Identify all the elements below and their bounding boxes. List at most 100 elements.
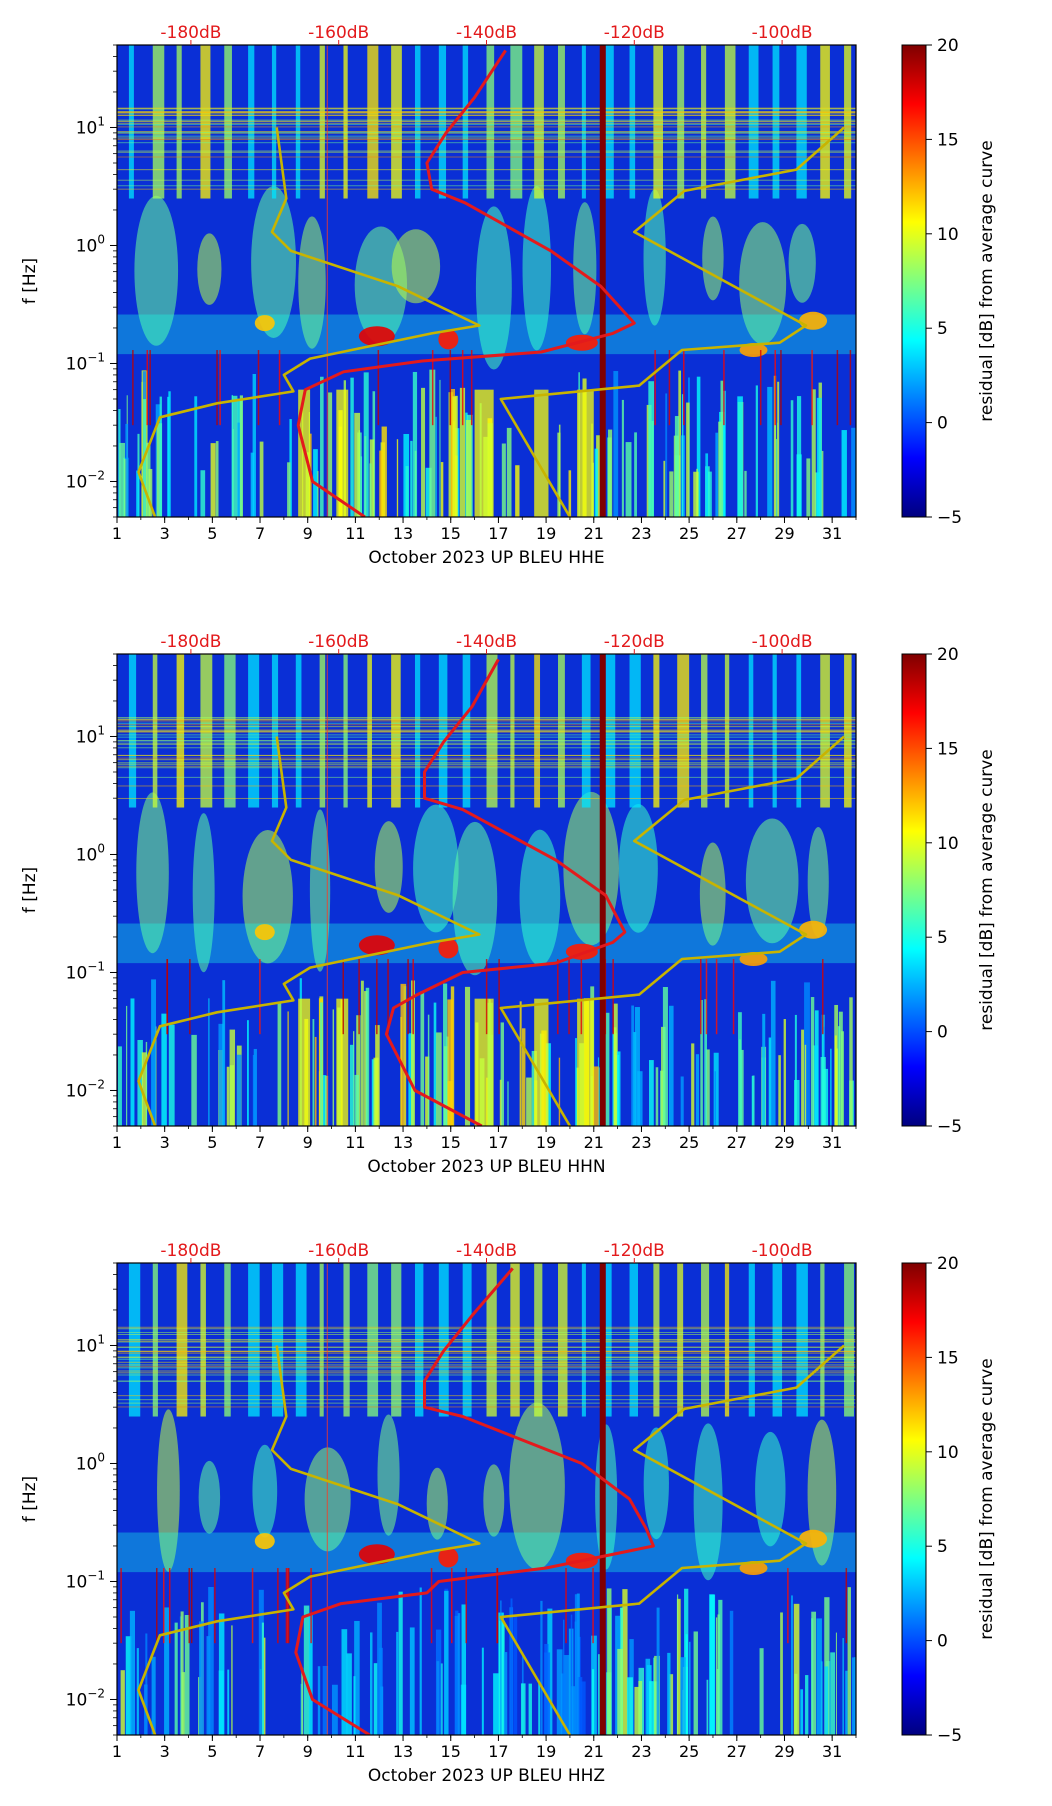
psd-curve-line [296,49,636,517]
x-tick-label: 19 [536,524,556,543]
colorbar-tick-label: 0 [937,1632,948,1652]
x-tick-label: 11 [345,524,365,543]
colorbar-tick-label: 20 [937,645,959,665]
top-db-tick-label: -120dB [604,1241,665,1261]
x-tick-label: 7 [255,524,265,543]
x-tick-label: 17 [488,524,508,543]
top-db-tick-label: -140dB [456,1241,517,1261]
colorbar-tick-label: 0 [937,414,948,434]
y-tick-label: 10−2 [66,1077,105,1101]
y-tick-label: 101 [76,723,105,747]
colorbar: 20 15 10 5 0 −5 residual [dB] from average cur… [901,1254,997,1746]
x-tick-label: 5 [207,1133,217,1152]
x-tick-label: 15 [441,524,461,543]
noise-model-line [137,736,481,1126]
top-db-tick-label: -120dB [604,23,665,43]
x-tick-label: 9 [303,524,313,543]
x-tick-label: 5 [207,524,217,543]
x-tick-label: 9 [303,1742,313,1761]
colorbar-tick-label: 15 [937,130,959,150]
x-tick-label: 7 [255,1742,265,1761]
colorbar-tick-label: 5 [937,928,948,948]
x-tick-label: 11 [345,1133,365,1152]
x-tick-label: 21 [584,1133,604,1152]
colorbar-tick-label: 10 [937,225,959,245]
colorbar-tick-label: −5 [937,1117,962,1137]
x-tick-label: 3 [160,1133,170,1152]
noise-model-line [137,1345,481,1735]
colorbar-tick-label: 15 [937,1348,959,1368]
y-axis-label: f [Hz] [20,1476,40,1522]
y-tick-label: 10−1 [66,350,105,374]
x-tick-label: 23 [631,1742,651,1761]
colorbar-tick-label: 15 [937,739,959,759]
psd-curve-line [294,1267,655,1735]
x-tick-label: 1 [112,1742,122,1761]
noise-model-line [499,1344,845,1735]
top-db-tick-label: -160dB [308,632,369,652]
x-tick-label: 19 [536,1133,556,1152]
x-tick-label: 19 [536,1742,556,1761]
top-db-tick-label: -140dB [456,632,517,652]
colorbar-label: residual [dB] from average curve [977,140,997,421]
y-tick-label: 10−1 [66,959,105,983]
top-db-tick-label: -100dB [752,1241,813,1261]
x-tick-label: 1 [112,1133,122,1152]
noise-model-line [137,127,481,517]
x-tick-label: 3 [160,524,170,543]
colorbar-tick-label: 10 [937,834,959,854]
x-tick-label: 13 [393,1742,413,1761]
x-tick-label: 13 [393,524,413,543]
top-db-tick-label: -180dB [160,23,221,43]
colorbar: 20 15 10 5 0 −5 residual [dB] from average cur… [901,645,997,1137]
top-db-tick-label: -160dB [308,23,369,43]
colorbar-label: residual [dB] from average curve [977,749,997,1030]
x-tick-label: 17 [488,1742,508,1761]
noise-model-line [499,126,845,517]
top-db-tick-label: -100dB [752,23,813,43]
x-axis-label: October 2023 UP BLEU HHZ [368,1766,605,1786]
x-tick-label: 27 [727,524,747,543]
top-db-tick-label: -100dB [752,632,813,652]
x-tick-label: 5 [207,1742,217,1761]
y-axis-label: f [Hz] [20,258,40,304]
psd-curve-line [384,658,627,1126]
x-tick-label: 25 [679,1133,699,1152]
x-axis-label: October 2023 UP BLEU HHN [367,1157,605,1177]
x-tick-label: 31 [822,524,842,543]
colorbar-label: residual [dB] from average curve [977,1358,997,1639]
x-tick-label: 23 [631,1133,651,1152]
y-axis-label: f [Hz] [20,867,40,913]
colorbar-tick-label: 0 [937,1023,948,1043]
x-tick-label: 15 [441,1742,461,1761]
colorbar-tick-label: −5 [937,1726,962,1746]
colorbar-tick-label: −5 [937,508,962,528]
colorbar-tick-label: 5 [937,1537,948,1557]
top-db-tick-label: -180dB [160,1241,221,1261]
x-tick-label: 1 [112,524,122,543]
x-tick-label: 21 [584,524,604,543]
x-tick-label: 29 [774,1133,794,1152]
x-tick-label: 31 [822,1133,842,1152]
colorbar-tick-label: 10 [937,1443,959,1463]
x-tick-label: 3 [160,1742,170,1761]
spectrogram-image [117,1263,856,1735]
y-tick-label: 10−2 [66,468,105,492]
x-tick-label: 31 [822,1742,842,1761]
colorbar-tick-label: 5 [937,319,948,339]
x-tick-label: 29 [774,1742,794,1761]
y-tick-label: 100 [76,232,105,256]
x-tick-label: 11 [345,1742,365,1761]
x-tick-label: 27 [727,1133,747,1152]
x-tick-label: 13 [393,1133,413,1152]
top-db-tick-label: -140dB [456,23,517,43]
x-tick-label: 23 [631,524,651,543]
y-tick-label: 10−2 [66,1686,105,1710]
y-tick-label: 100 [76,1450,105,1474]
top-db-tick-label: -180dB [160,632,221,652]
top-db-tick-label: -160dB [308,1241,369,1261]
noise-model-line [499,735,845,1126]
